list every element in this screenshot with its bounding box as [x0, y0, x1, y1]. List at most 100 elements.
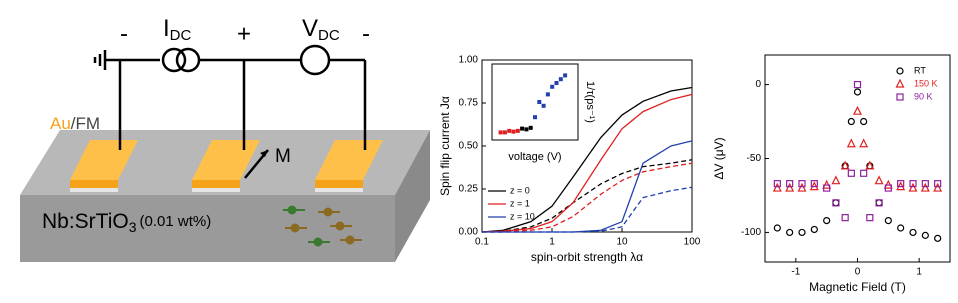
inset-point	[558, 77, 563, 82]
legend-label: z = 0	[510, 185, 530, 195]
point	[846, 138, 856, 148]
point	[875, 199, 883, 207]
point	[786, 228, 794, 237]
point	[831, 175, 841, 185]
x-tick-label: 10	[616, 237, 628, 248]
line	[481, 86, 693, 233]
point	[860, 169, 868, 177]
point	[908, 182, 918, 192]
y-axis-label: ΔV (μV)	[712, 137, 726, 179]
point	[933, 182, 943, 192]
point	[909, 228, 917, 237]
point	[859, 138, 869, 148]
point	[773, 224, 781, 232]
point	[884, 184, 892, 192]
inset-point	[524, 127, 529, 132]
legend-label: z = 1	[510, 198, 530, 208]
inset-x-label: voltage (V)	[508, 151, 561, 163]
x-tick-label: 100	[684, 237, 701, 248]
y-tick-label: -100	[741, 227, 761, 238]
point	[832, 199, 840, 207]
point	[920, 182, 930, 192]
point	[847, 169, 855, 177]
electrode-label: Au/FM	[50, 114, 100, 133]
inset-point	[541, 103, 546, 108]
inset-point	[498, 130, 503, 135]
y-tick-label: 0.50	[459, 141, 479, 152]
slab-front	[20, 195, 395, 262]
point	[866, 214, 874, 222]
y-tick-label: 0.75	[459, 98, 479, 109]
point	[773, 180, 781, 188]
x-tick-label: 0	[855, 267, 861, 278]
inset-point	[537, 100, 542, 104]
point	[909, 180, 917, 188]
y-tick-label: 0.25	[459, 184, 479, 195]
legend-label: 150 K	[914, 78, 938, 88]
y-tick-label: 0.00	[459, 227, 479, 238]
voltage-label: VDC	[302, 15, 340, 44]
circuit	[93, 44, 367, 179]
y-tick-label: 1.00	[459, 55, 479, 66]
line-dashed	[482, 186, 693, 233]
point	[853, 80, 862, 89]
terminal-minus: -	[362, 20, 370, 47]
inset-point	[545, 92, 550, 97]
point	[786, 180, 794, 188]
point	[847, 117, 855, 126]
legend-swatch	[896, 67, 904, 75]
point	[785, 182, 795, 192]
inset-point	[511, 129, 516, 134]
terminal-minus: -	[120, 20, 128, 47]
point	[884, 217, 892, 225]
point	[841, 214, 849, 222]
x-tick-label: 1	[549, 237, 555, 248]
legend-swatch	[896, 93, 904, 101]
point	[853, 88, 862, 96]
point	[874, 175, 884, 185]
point	[853, 105, 862, 115]
legend-label: z = 10	[510, 211, 535, 221]
line-dashed	[481, 159, 693, 233]
current-label: IDC	[163, 15, 192, 44]
point	[934, 180, 942, 188]
x-tick-label: 0.1	[475, 237, 489, 248]
point	[823, 217, 831, 225]
point	[798, 180, 806, 188]
x-axis-label: spin-orbit strength λα	[531, 250, 643, 264]
x-tick-label: -1	[791, 267, 800, 278]
point	[772, 182, 782, 192]
point	[897, 224, 905, 232]
point	[921, 231, 929, 239]
inset-point	[554, 81, 559, 85]
inset-point	[528, 125, 533, 130]
point	[810, 225, 818, 234]
point	[897, 180, 905, 188]
point	[934, 234, 942, 242]
inset-point	[563, 73, 568, 78]
line-dashed	[482, 162, 693, 233]
schematic: - IDC + VDC - Au/FM M Nb:SrTiO3 (0.01 wt%…	[20, 15, 430, 262]
point	[875, 199, 883, 207]
magnetization-label: M	[275, 146, 291, 167]
legend-swatch	[895, 78, 905, 88]
y-axis-label: Spin flip current Jα	[438, 96, 452, 196]
legend-label: 90 K	[914, 91, 933, 101]
inset-point	[507, 128, 512, 133]
point	[823, 184, 831, 192]
x-axis-label: Magnetic Field (T)	[809, 280, 906, 294]
y-tick-label: 0	[755, 79, 761, 90]
point	[860, 117, 868, 126]
legend-label: RT	[914, 65, 926, 75]
inset-point	[550, 84, 555, 89]
inset-point	[520, 126, 525, 131]
point	[832, 199, 840, 207]
electrodes	[70, 140, 383, 192]
point	[840, 160, 850, 170]
inset-y-label: 1/τ(ps⁻¹)	[584, 81, 596, 123]
inset-point	[515, 128, 520, 133]
inset-point	[502, 130, 507, 135]
point	[865, 160, 875, 170]
point	[810, 180, 818, 188]
point	[921, 180, 929, 188]
